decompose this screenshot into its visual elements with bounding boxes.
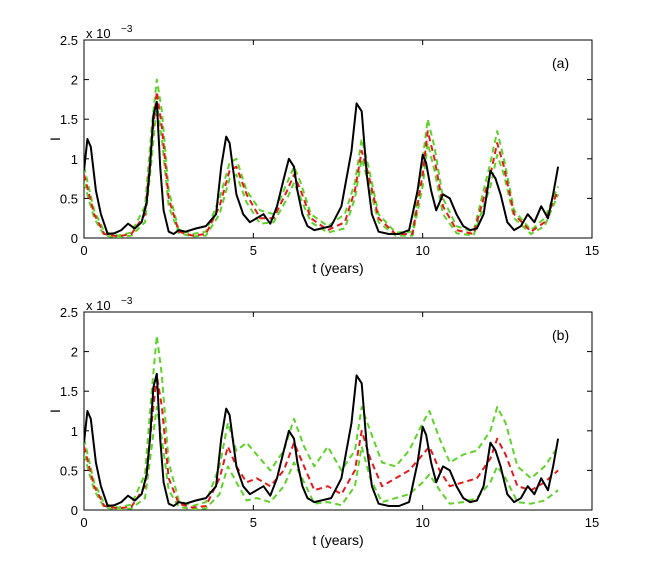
panel-b-plot-frame	[83, 311, 593, 511]
panel-a-ytick-label-4: 2	[71, 73, 78, 88]
panel-b-observed-series-line-0	[84, 372, 560, 507]
panel-b-ytick-label-3: 1.5	[60, 384, 78, 399]
panel-a-ytick-label-2: 1	[71, 152, 78, 167]
panel-a-ytick-label-0: 0	[71, 231, 78, 246]
panel-a-xtick-label-0: 0	[80, 243, 87, 258]
panel-a-xtick-label-1: 5	[250, 243, 257, 258]
panel-b-exponent-power: −3	[121, 296, 133, 307]
panel-b-fit-band-series-line-2	[84, 334, 559, 509]
panel-b-ytick-label-0: 0	[71, 503, 78, 518]
panel-a-exponent-power: −3	[121, 24, 133, 35]
panel-a-panel-label: (a)	[552, 55, 569, 71]
panel-b-xtick-label-1: 5	[250, 515, 257, 530]
panel-a-exponent-label: x 10	[86, 26, 111, 41]
panel-a-fit-mean-series-line-1	[84, 90, 560, 238]
panel-b-exponent-label: x 10	[86, 298, 111, 313]
panel-a-ytick-label-1: 0.5	[60, 191, 78, 206]
panel-b-xtick-label-3: 15	[585, 515, 599, 530]
panel-b-xtick-label-2: 10	[415, 515, 429, 530]
panel-a-ytick-label-3: 1.5	[60, 112, 78, 127]
panel-a-xtick-label-2: 10	[415, 243, 429, 258]
panel-a-xtick-label-3: 15	[585, 243, 599, 258]
panel-a-observed-series-line-0	[84, 100, 560, 235]
panel-a-ytick-label-5: 2.5	[60, 33, 78, 48]
panel-b-y-axis-label: I	[47, 409, 63, 413]
panel-a-x-axis-label: t (years)	[312, 260, 363, 276]
panel-b-ytick-label-2: 1	[71, 424, 78, 439]
panel-b-panel-label: (b)	[552, 327, 569, 343]
panel-b-x-axis-label: t (years)	[312, 532, 363, 548]
panel-b-ytick-label-4: 2	[71, 345, 78, 360]
panel-a-plot-frame	[83, 39, 593, 239]
panel-b-xtick-label-0: 0	[80, 515, 87, 530]
panel-b-ytick-label-1: 0.5	[60, 463, 78, 478]
panel-b-ytick-label-5: 2.5	[60, 305, 78, 320]
panel-a-y-axis-label: I	[47, 137, 63, 141]
